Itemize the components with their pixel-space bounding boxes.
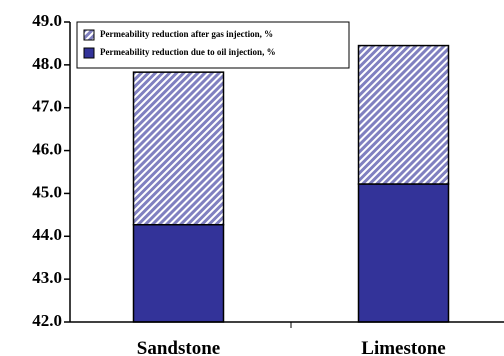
legend-swatch	[83, 47, 95, 59]
y-tick-label: 44.0	[32, 225, 62, 244]
bar-segment	[357, 183, 450, 323]
legend-box	[76, 21, 350, 69]
y-tick-label: 48.0	[32, 54, 62, 73]
legend-label: Permeability reduction due to oil inject…	[100, 47, 276, 57]
y-tick-label: 49.0	[32, 11, 62, 30]
x-tick-label: Sandstone	[137, 338, 220, 356]
y-tick-label: 46.0	[32, 139, 62, 158]
y-tick-label: 42.0	[32, 311, 62, 330]
bar-segment	[132, 223, 225, 323]
y-tick-label: 45.0	[32, 182, 62, 201]
y-tick-label: 47.0	[32, 97, 62, 116]
y-tick-label: 43.0	[32, 268, 62, 287]
legend: Permeability reduction after gas injecti…	[76, 21, 350, 69]
legend-swatch	[83, 29, 95, 41]
bar-segment	[132, 71, 225, 226]
legend-label: Permeability reduction after gas injecti…	[100, 29, 273, 39]
bar-segment	[357, 44, 450, 185]
x-tick-label: Limestone	[361, 338, 445, 356]
